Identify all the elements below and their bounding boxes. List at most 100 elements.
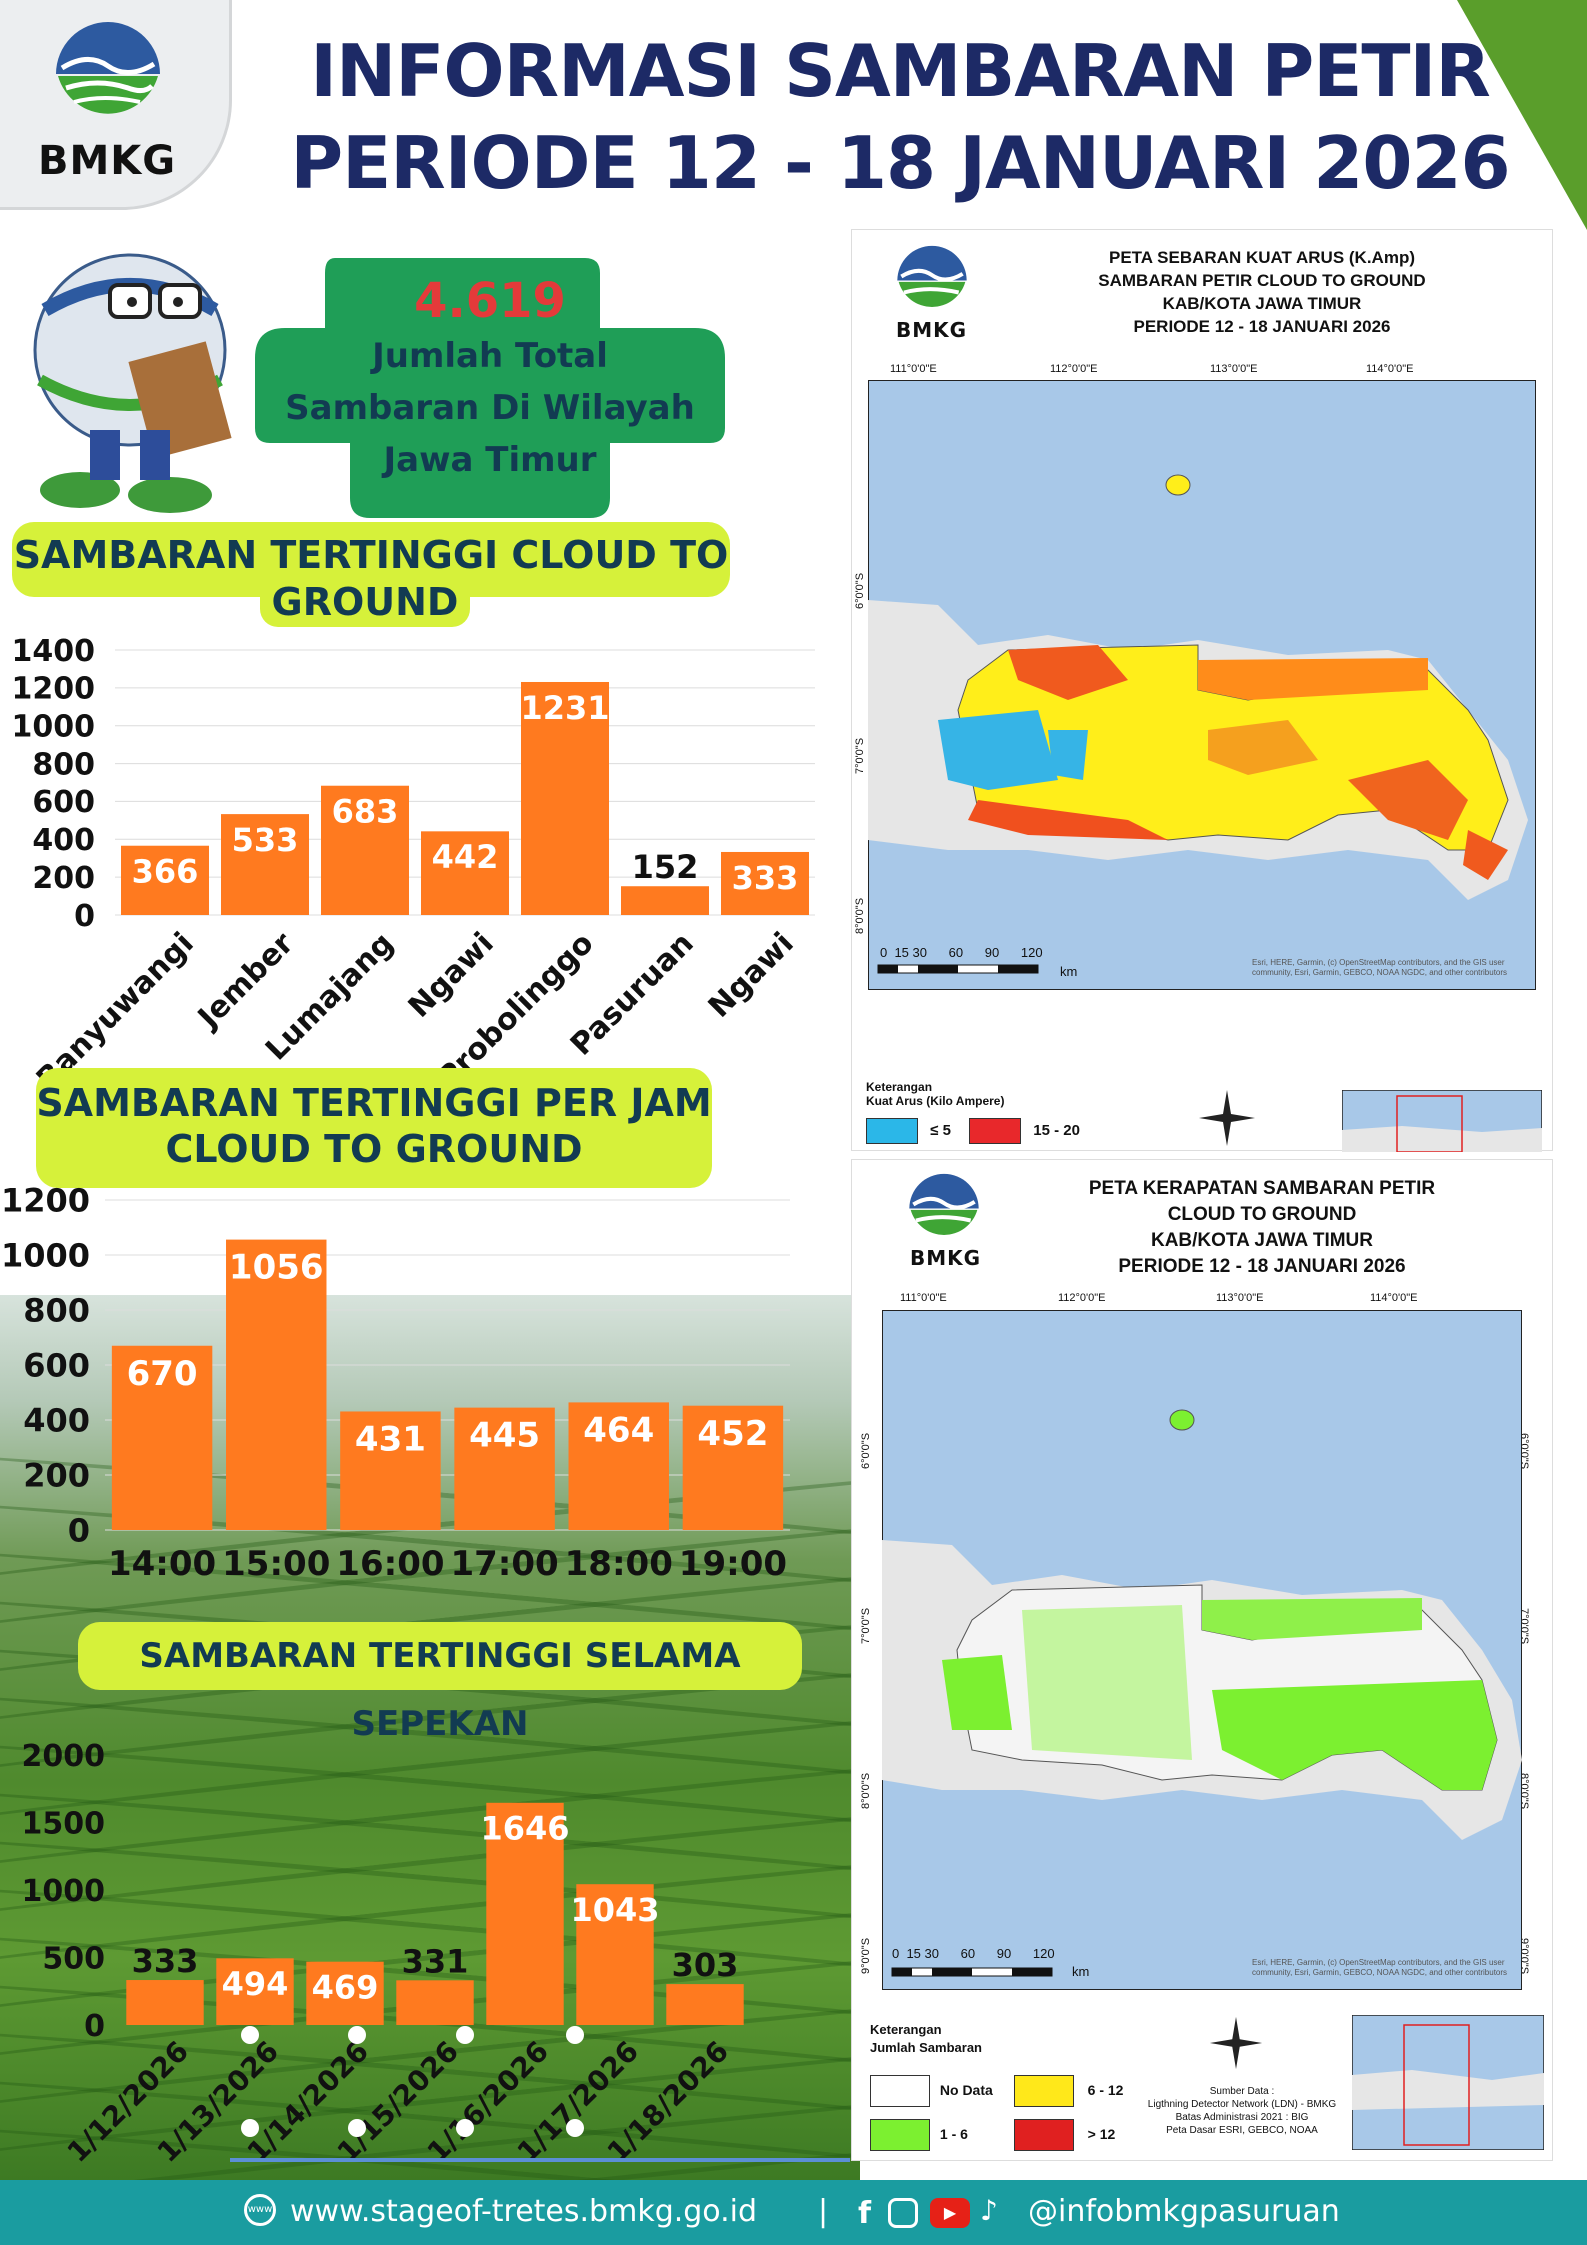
y-tick-label: 1000 xyxy=(1,1237,90,1275)
data-label: 1231 xyxy=(520,689,609,727)
data-label: 333 xyxy=(732,859,799,897)
bar xyxy=(306,1961,384,2025)
y-tick-label: 600 xyxy=(23,1347,90,1385)
map1-legend-item-1: 15 - 20 xyxy=(1033,1121,1080,1139)
bar xyxy=(621,886,709,915)
map1-lon-2: 113°0'0"E xyxy=(1210,363,1258,375)
map2-lon-0: 111°0'0"E xyxy=(900,1292,947,1304)
y-tick-label: 400 xyxy=(32,823,95,858)
timeline-dot xyxy=(348,2119,366,2137)
bar xyxy=(721,851,809,915)
bar xyxy=(216,1958,294,2025)
y-tick-label: 1200 xyxy=(1,1185,90,1220)
map1-lat-0: 6°0'0"S xyxy=(854,572,867,610)
map2-legend-item-3: > 12 xyxy=(1087,2126,1116,2142)
footer-website[interactable]: www.stageof-tretes.bmkg.go.id xyxy=(290,2194,758,2229)
bar xyxy=(121,845,209,915)
data-label: 533 xyxy=(232,821,299,859)
map2-north-arrow-icon xyxy=(1209,2016,1263,2070)
bar xyxy=(521,681,609,915)
y-tick-label: 1500 xyxy=(22,1806,106,1841)
map1-lon-3: 114°0'0"E xyxy=(1366,363,1414,375)
data-label: 469 xyxy=(312,1968,379,2006)
map2-lon-3: 114°0'0"E xyxy=(1370,1292,1418,1304)
x-tick-label: Banyuwangi xyxy=(30,926,201,1085)
title-line-2: PERIODE 12 - 18 JANUARI 2026 xyxy=(290,121,1510,205)
map2-lat-0: 6°0'0"S xyxy=(860,1432,873,1470)
bar xyxy=(321,785,409,915)
map2-lon-2: 113°0'0"E xyxy=(1216,1292,1264,1304)
y-tick-label: 200 xyxy=(32,861,95,896)
map2-legend-sub: Jumlah Sambaran xyxy=(870,2040,982,2055)
data-label: 331 xyxy=(402,1942,469,1980)
legend-swatch-nodata xyxy=(870,2075,930,2108)
footer-separator: | xyxy=(818,2194,829,2229)
chart-hourly: 1200 1000 800 600 400 200 0 670 14:00 1056 15:00 43… xyxy=(1,1185,790,1584)
map2-lat-1: 7°0'0"S xyxy=(860,1607,873,1645)
map1-bmkg-emblem-icon xyxy=(897,245,967,307)
y-tick-label: 1400 xyxy=(12,634,96,669)
total-label-1: Jumlah Total xyxy=(372,336,608,376)
map2-legend: No Data 6 - 12 1 - 6 > 12 xyxy=(870,2068,1123,2156)
data-label: 683 xyxy=(332,793,399,831)
map2-legend-item-0: No Data xyxy=(939,2082,993,2098)
x-tick-label: 16:00 xyxy=(336,1544,444,1584)
data-label: 1043 xyxy=(570,1891,659,1929)
mascot-illustration xyxy=(33,253,232,513)
map1-logo-text: BMKG xyxy=(896,318,968,342)
map1-legend-title: Keterangan xyxy=(866,1080,933,1094)
bar xyxy=(221,814,309,915)
timeline-dot xyxy=(241,2026,259,2044)
y-tick-label: 800 xyxy=(23,1292,90,1330)
map1-legend-sub: Kuat Arus (Kilo Ampere) xyxy=(866,1094,1005,1108)
x-tick-label: 17:00 xyxy=(450,1544,558,1584)
x-tick-label: Ngawi xyxy=(702,926,801,1025)
timeline-dot xyxy=(566,2026,584,2044)
bar xyxy=(226,1239,327,1530)
map2-lat-2: 8°0'0"S xyxy=(860,1772,873,1810)
y-tick-label: 1000 xyxy=(22,1874,106,1909)
data-label: 494 xyxy=(222,1965,289,2003)
map1-credit: Esri, HERE, Garmin, (c) OpenStreetMap co… xyxy=(1252,958,1508,977)
north-arrow-icon xyxy=(1199,1090,1255,1146)
footer: www www.stageof-tretes.bmkg.go.id | f ▶ … xyxy=(0,2180,1587,2245)
section2-title: SAMBARAN TERTINGGI PER JAM CLOUD TO GROU… xyxy=(36,1068,712,1188)
y-tick-label: 1200 xyxy=(12,672,96,707)
bar xyxy=(666,1984,744,2025)
data-label: 442 xyxy=(432,838,499,876)
total-label-3: Jawa Timur xyxy=(383,440,597,480)
youtube-icon[interactable]: ▶ xyxy=(930,2198,970,2228)
corner-decoration xyxy=(1457,0,1587,230)
total-label-2: Sambaran Di Wilayah xyxy=(285,388,695,428)
bar xyxy=(421,831,509,915)
logo-text: BMKG xyxy=(38,138,177,184)
x-tick-label: Ngawi xyxy=(402,926,501,1025)
footer-handle[interactable]: @infobmkgpasuruan xyxy=(1028,2194,1340,2229)
map1-legend-item-0: ≤ 5 xyxy=(930,1121,951,1139)
bar xyxy=(340,1411,441,1530)
section1-title-line2: GROUND xyxy=(260,577,470,627)
instagram-icon[interactable] xyxy=(888,2198,918,2228)
map2-title: PETA KERAPATAN SAMBARAN PETIR CLOUD TO G… xyxy=(1012,1176,1512,1280)
bar xyxy=(396,1980,474,2025)
page-title: INFORMASI SAMBARAN PETIR PERIODE 12 - 18… xyxy=(250,25,1550,209)
data-label: 1056 xyxy=(229,1248,324,1288)
map2-bmkg-emblem-icon xyxy=(909,1173,979,1235)
map1-title: PETA SEBARAN KUAT ARUS (K.Amp) SAMBARAN … xyxy=(1012,246,1512,338)
y-tick-label: 0 xyxy=(84,2009,105,2044)
legend-swatch-green xyxy=(870,2119,930,2152)
data-label: 452 xyxy=(697,1414,768,1454)
map1-inset xyxy=(1342,1090,1542,1152)
bmkg-emblem-icon xyxy=(56,22,160,114)
tiktok-icon[interactable]: ♪ xyxy=(980,2194,998,2227)
timeline-dot xyxy=(456,2026,474,2044)
x-tick-label: 14:00 xyxy=(108,1544,216,1584)
y-tick-label: 0 xyxy=(74,899,95,934)
facebook-icon[interactable]: f xyxy=(858,2196,872,2231)
bar xyxy=(454,1407,555,1530)
y-tick-label: 400 xyxy=(23,1402,90,1440)
map1-lat-1: 7°0'0"S xyxy=(854,737,867,775)
data-label: 445 xyxy=(469,1416,540,1456)
x-tick-label: 15:00 xyxy=(222,1544,330,1584)
timeline-dot xyxy=(241,2119,259,2137)
